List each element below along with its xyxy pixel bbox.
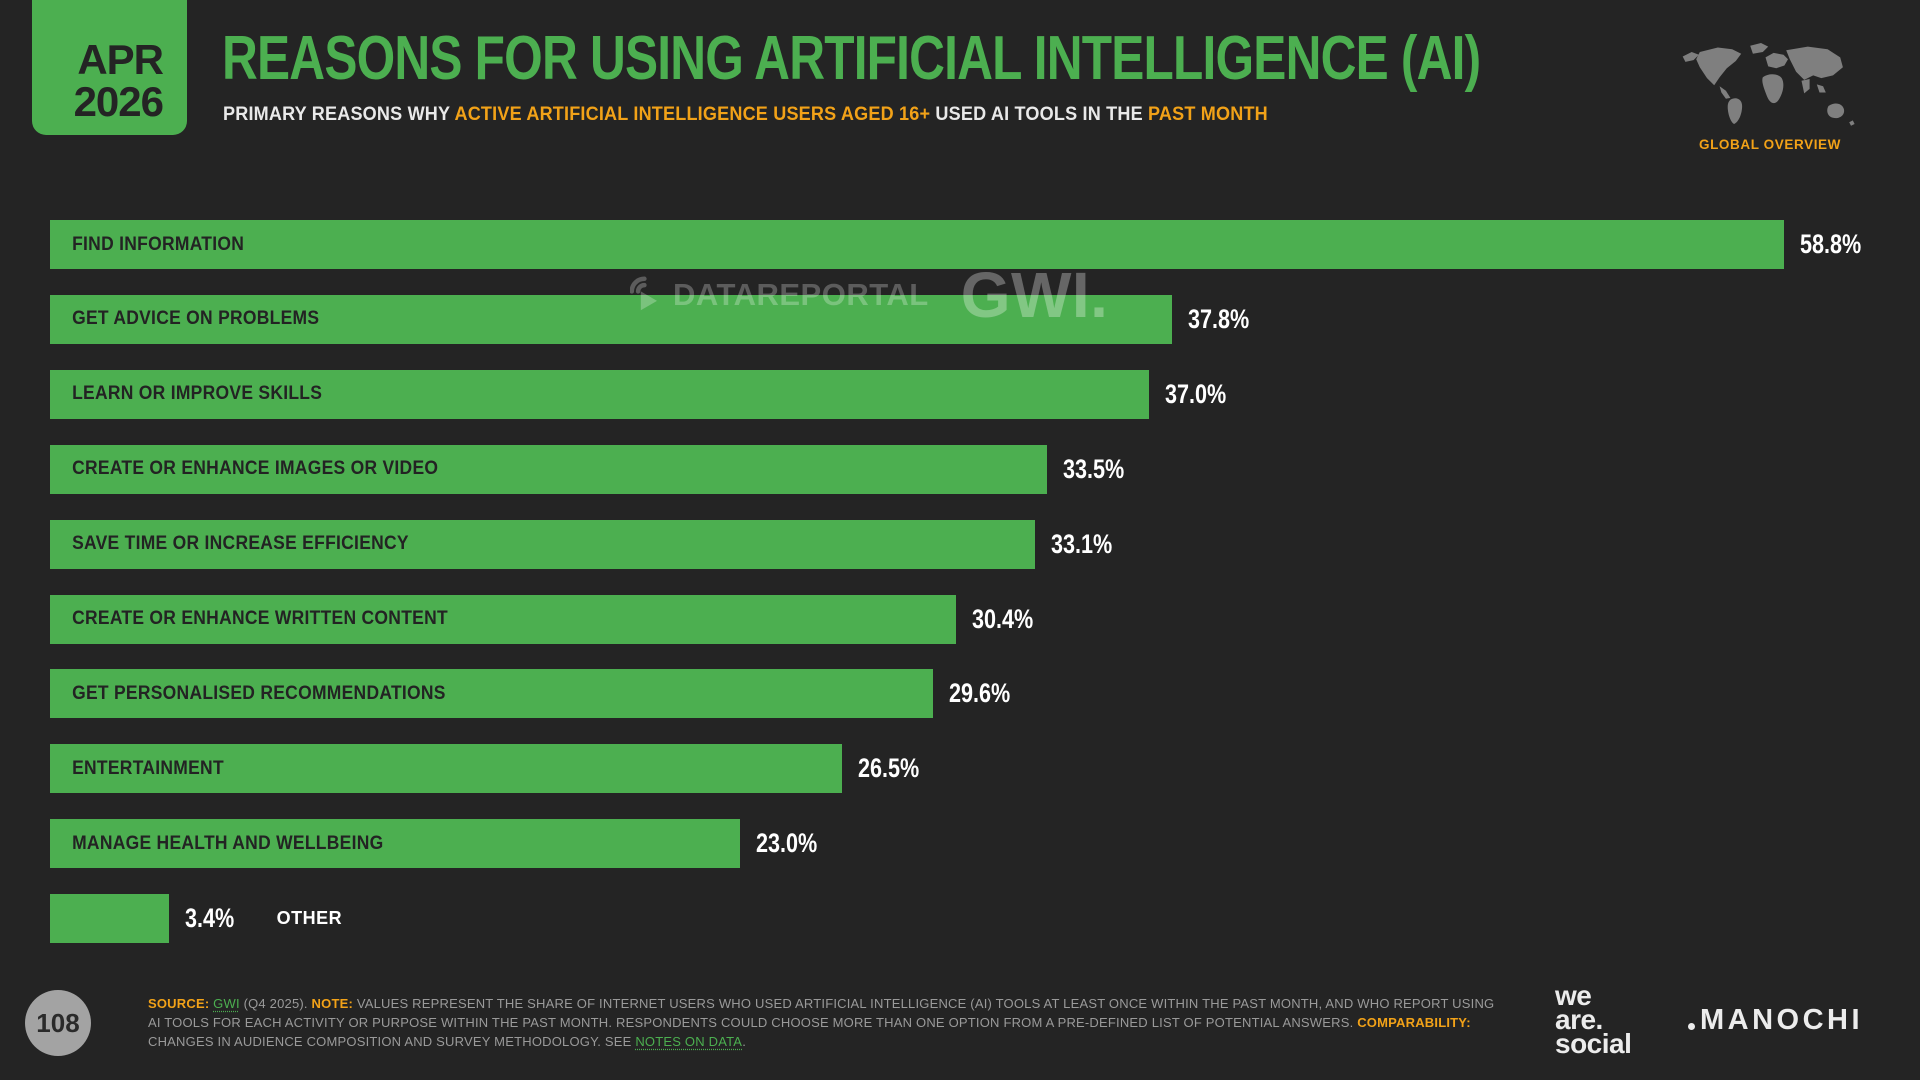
bar-value-label: 29.6% bbox=[948, 678, 1011, 709]
we-are-social-line: social bbox=[1555, 1028, 1632, 1059]
subtitle-highlight: ACTIVE ARTIFICIAL INTELLIGENCE USERS AGE… bbox=[454, 104, 931, 125]
region-label: GLOBAL OVERVIEW bbox=[1698, 137, 1842, 152]
bar: MANAGE HEALTH AND WELLBEING bbox=[50, 819, 741, 869]
subtitle-segment: PRIMARY REASONS WHY bbox=[223, 104, 455, 125]
bar-row-create-or-enhance-written-content: CREATE OR ENHANCE WRITTEN CONTENT 30.4% bbox=[50, 594, 1049, 644]
bar-value-label: 58.8% bbox=[1800, 229, 1862, 259]
bar-category-label: FIND INFORMATION bbox=[72, 233, 245, 255]
bar-category-label: ENTERTAINMENT bbox=[72, 757, 224, 779]
world-map-icon bbox=[1682, 43, 1855, 126]
manochi-logo-dot bbox=[1688, 1023, 1695, 1030]
bar-category-label: MANAGE HEALTH AND WELLBEING bbox=[72, 832, 384, 854]
we-are-social-line: we bbox=[1555, 980, 1592, 1011]
footer-link[interactable]: NOTES ON DATA bbox=[635, 1034, 743, 1049]
bar-value-label: 26.5% bbox=[858, 753, 920, 784]
footer-text-segment: NOTE: bbox=[311, 996, 357, 1011]
we-are-social-line: are. bbox=[1555, 1004, 1603, 1035]
bar: SAVE TIME OR INCREASE EFFICIENCY bbox=[50, 519, 1035, 569]
footer-text-segment: SOURCE: bbox=[148, 996, 214, 1011]
date-year: 2026 bbox=[73, 78, 164, 125]
page-number-badge: 108 bbox=[25, 990, 91, 1056]
bar-value-label: 37.0% bbox=[1164, 378, 1226, 409]
bar-row-manage-health-and-wellbeing: MANAGE HEALTH AND WELLBEING 23.0% bbox=[50, 819, 833, 869]
bar-row-entertainment: ENTERTAINMENT 26.5% bbox=[50, 744, 935, 794]
footer-text-segment: AI TOOLS FOR EACH ACTIVITY OR PURPOSE WI… bbox=[148, 1015, 1358, 1030]
bar: GET PERSONALISED RECOMMENDATIONS bbox=[50, 669, 933, 719]
page-title: REASONS FOR USING ARTIFICIAL INTELLIGENC… bbox=[222, 24, 1481, 93]
bar: CREATE OR ENHANCE IMAGES OR VIDEO bbox=[50, 444, 1047, 494]
bar-row-get-advice-on-problems: GET ADVICE ON PROBLEMS 37.8% bbox=[50, 294, 1264, 344]
footer-text-segment: CHANGES IN AUDIENCE COMPOSITION AND SURV… bbox=[148, 1034, 636, 1049]
bar-row-other: 3.4% OTHER bbox=[50, 894, 343, 944]
bar-category-label: CREATE OR ENHANCE IMAGES OR VIDEO bbox=[72, 458, 439, 480]
page-subtitle: PRIMARY REASONS WHY ACTIVE ARTIFICIAL IN… bbox=[223, 104, 1268, 126]
bar-value-label: 33.5% bbox=[1062, 453, 1124, 484]
bar-category-label: LEARN OR IMPROVE SKILLS bbox=[72, 383, 323, 405]
bar-category-label: CREATE OR ENHANCE WRITTEN CONTENT bbox=[72, 608, 448, 629]
manochi-wordmark: MANOCHI bbox=[1700, 1004, 1864, 1036]
bar: ENTERTAINMENT bbox=[50, 744, 843, 794]
footer-line: SOURCE: GWI (Q4 2025). NOTE: VALUES REPR… bbox=[148, 994, 1494, 1013]
footer-text-segment: (Q4 2025). bbox=[239, 996, 312, 1011]
bar-value-label: 33.1% bbox=[1050, 528, 1113, 559]
footer-link[interactable]: GWI bbox=[213, 996, 240, 1011]
footer-notes: SOURCE: GWI (Q4 2025). NOTE: VALUES REPR… bbox=[148, 994, 1494, 1051]
bar-value-label: 23.0% bbox=[756, 828, 818, 859]
bar-value-label: 3.4% bbox=[185, 903, 235, 934]
bar: GET ADVICE ON PROBLEMS bbox=[50, 294, 1172, 344]
bar-chart: FIND INFORMATION 58.8% GET ADVICE ON PROBL… bbox=[50, 220, 1890, 960]
bar: LEARN OR IMPROVE SKILLS bbox=[50, 369, 1149, 419]
bar-row-create-or-enhance-images-or-video: CREATE OR ENHANCE IMAGES OR VIDEO 33.5% bbox=[50, 444, 1139, 494]
bar-row-get-personalised-recommendations: GET PERSONALISED RECOMMENDATIONS 29.6% bbox=[50, 669, 1025, 719]
footer-text-segment: COMPARABILITY: bbox=[1357, 1015, 1471, 1030]
subtitle-segment: USED AI TOOLS IN THE bbox=[930, 104, 1149, 125]
footer-text-segment: . bbox=[742, 1034, 746, 1049]
bar-category-label-outside: OTHER bbox=[276, 908, 343, 929]
bar-category-label: SAVE TIME OR INCREASE EFFICIENCY bbox=[72, 533, 409, 555]
bar-value-label: 37.8% bbox=[1187, 303, 1250, 334]
date-month: APR bbox=[77, 36, 164, 83]
manochi-logo: MANOCHI bbox=[1688, 1006, 1863, 1035]
bar-row-find-information: FIND INFORMATION 58.8% bbox=[50, 220, 1877, 269]
footer-line: CHANGES IN AUDIENCE COMPOSITION AND SURV… bbox=[148, 1032, 1494, 1051]
we-are-social-logo: we are. social bbox=[1555, 980, 1632, 1059]
bar-row-learn-or-improve-skills: LEARN OR IMPROVE SKILLS 37.0% bbox=[50, 369, 1241, 419]
bar-category-label: GET ADVICE ON PROBLEMS bbox=[72, 308, 320, 330]
date-badge: APR 2026 bbox=[32, 0, 187, 135]
bar: FIND INFORMATION bbox=[50, 220, 1785, 269]
subtitle-highlight: PAST MONTH bbox=[1148, 104, 1268, 125]
bar-category-label: GET PERSONALISED RECOMMENDATIONS bbox=[72, 682, 446, 704]
bar-row-save-time-or-increase-efficiency: SAVE TIME OR INCREASE EFFICIENCY 33.1% bbox=[50, 519, 1127, 569]
footer-line: AI TOOLS FOR EACH ACTIVITY OR PURPOSE WI… bbox=[148, 1013, 1494, 1032]
footer-text-segment: VALUES REPRESENT THE SHARE OF INTERNET U… bbox=[356, 996, 1495, 1011]
bar-value-label: 30.4% bbox=[972, 603, 1034, 634]
page-number: 108 bbox=[36, 1007, 80, 1038]
bar bbox=[50, 894, 170, 944]
region-block: GLOBAL OVERVIEW bbox=[1680, 42, 1860, 152]
bar: CREATE OR ENHANCE WRITTEN CONTENT bbox=[50, 594, 957, 644]
